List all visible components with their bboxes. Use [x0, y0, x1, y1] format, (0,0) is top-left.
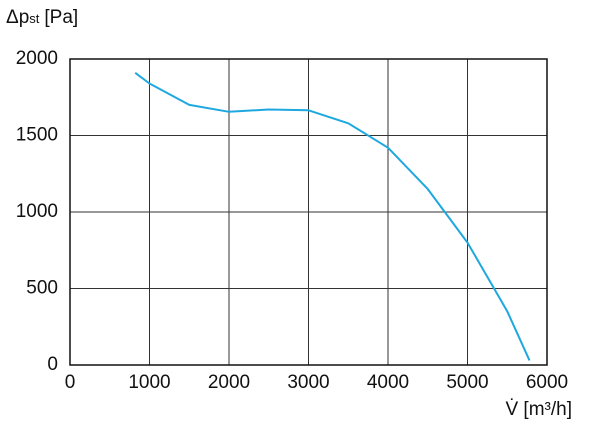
plot-frame	[69, 58, 548, 366]
y-tick-label: 2000	[16, 48, 58, 69]
x-tick-label: 2000	[208, 372, 250, 393]
x-tick-label: 6000	[526, 372, 568, 393]
x-tick-label: 3000	[287, 372, 329, 393]
y-tick-label: 0	[47, 354, 58, 375]
y-label-unit: [Pa]	[44, 7, 78, 28]
y-tick-label: 1500	[16, 125, 58, 146]
x-axis-label: V̇ [m³/h]	[505, 399, 572, 420]
x-tick-label: 1000	[128, 372, 170, 393]
x-tick-label: 0	[65, 372, 76, 393]
y-label-sub: st	[29, 11, 40, 26]
y-tick-label: 500	[26, 278, 58, 299]
x-tick-label: 4000	[367, 372, 409, 393]
x-tick-label: 5000	[446, 372, 488, 393]
y-tick-label: 1000	[16, 201, 58, 222]
curve	[134, 71, 531, 361]
y-label-main: Δp	[6, 7, 29, 28]
y-axis-label: Δpst [Pa]	[6, 7, 78, 28]
